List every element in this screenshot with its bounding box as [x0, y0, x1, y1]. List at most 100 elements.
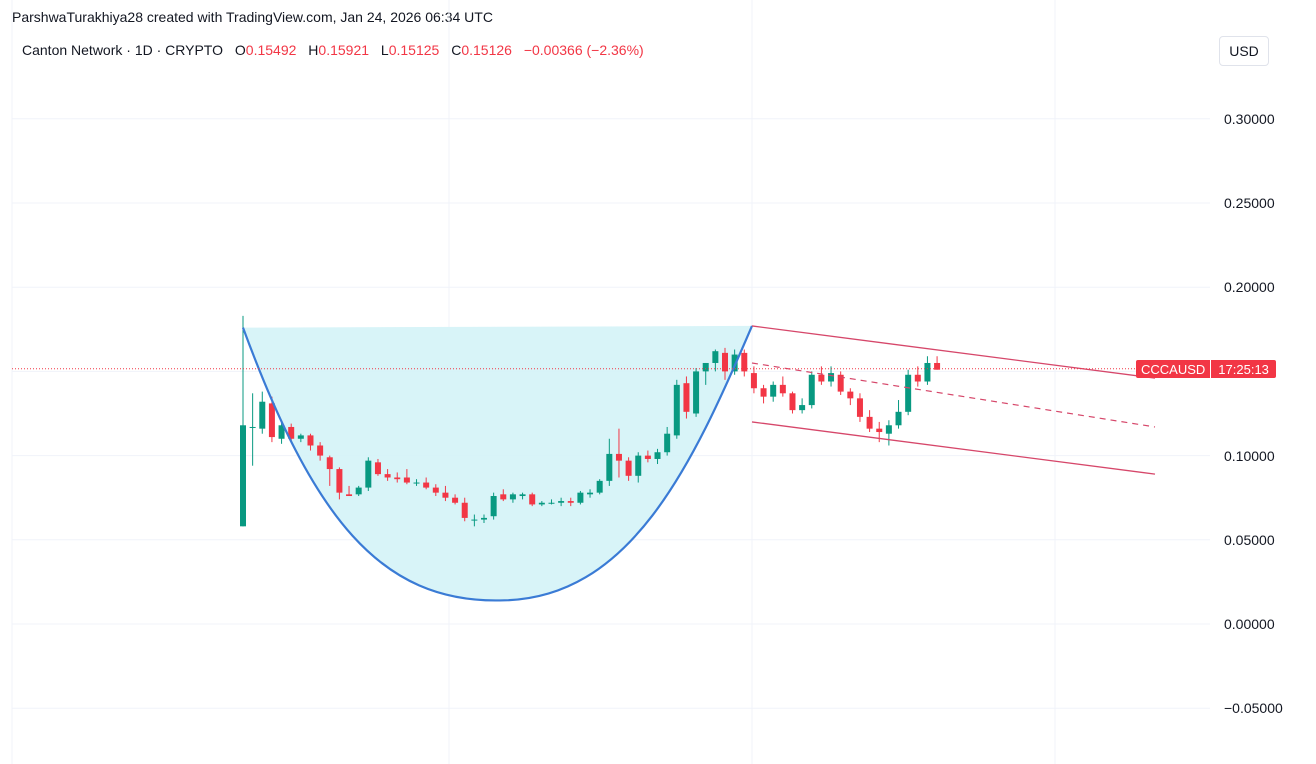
candle — [885, 425, 892, 434]
candle — [432, 487, 439, 493]
candle — [481, 517, 487, 520]
candle — [905, 374, 912, 412]
candle — [828, 373, 835, 382]
candle — [779, 384, 786, 394]
symbol-label[interactable]: Canton Network · 1D · CRYPTO — [22, 42, 223, 58]
ohlc-legend: Canton Network · 1D · CRYPTO O0.15492 H 0… — [22, 42, 644, 58]
candle — [837, 374, 844, 392]
candle — [452, 497, 459, 503]
candle — [461, 502, 468, 518]
candle — [336, 469, 343, 493]
candle — [712, 351, 719, 363]
candle — [760, 388, 767, 397]
candle — [548, 502, 555, 504]
candle — [856, 398, 863, 417]
symbol-tag-name: CCCAUSD — [1136, 360, 1212, 378]
candle — [519, 494, 526, 497]
candle — [577, 492, 584, 503]
candle — [654, 452, 661, 459]
candle — [297, 435, 304, 439]
candle — [509, 494, 516, 500]
candle — [259, 401, 266, 429]
candle — [799, 405, 806, 411]
low-value: 0.15125 — [388, 42, 440, 58]
price-tick-label: −0.05000 — [1224, 700, 1283, 717]
candles — [240, 315, 941, 527]
candle — [587, 492, 594, 495]
candle — [413, 482, 420, 484]
candle — [693, 371, 700, 414]
bar-countdown: 17:25:13 — [1218, 361, 1269, 377]
candle — [866, 416, 873, 429]
price-tick-label: 0.10000 — [1224, 447, 1275, 464]
candle — [847, 391, 854, 399]
change-value: −0.00366 (−2.36%) — [523, 42, 644, 58]
candle — [635, 455, 642, 476]
cup-fill — [243, 325, 752, 601]
chart-attribution: ParshwaTurakhiya28 created with TradingV… — [12, 9, 493, 25]
candle — [240, 425, 246, 527]
candle — [808, 374, 815, 406]
candle — [500, 494, 507, 500]
candle — [895, 411, 902, 426]
descending-channel — [751, 325, 1156, 475]
candle — [423, 482, 430, 488]
candle — [249, 426, 256, 428]
candle — [625, 460, 632, 476]
candle — [741, 352, 748, 372]
candle — [702, 362, 709, 372]
candle — [914, 374, 921, 382]
candle — [268, 403, 275, 438]
currency-button[interactable]: USD — [1219, 36, 1269, 66]
candle — [596, 480, 603, 493]
close-label: C — [451, 42, 462, 58]
candle — [750, 373, 757, 389]
low-label: L — [380, 42, 389, 58]
candle — [876, 428, 883, 433]
candle — [683, 383, 690, 412]
candle — [644, 455, 651, 459]
high-label: H — [308, 42, 319, 58]
candle — [346, 494, 353, 497]
candle — [394, 477, 401, 480]
candle — [355, 487, 362, 495]
price-tick-label: 0.05000 — [1224, 531, 1275, 548]
candle — [384, 474, 391, 478]
candle — [490, 496, 497, 517]
last-price-tag: CCCAUSD 17:25:13 — [1136, 360, 1276, 378]
candle — [818, 374, 825, 382]
price-tick-label: 0.00000 — [1224, 616, 1275, 632]
cup-line — [241, 325, 754, 602]
candle — [442, 492, 449, 498]
candle — [934, 362, 941, 370]
candle — [307, 435, 314, 446]
candle — [317, 445, 324, 456]
close-value: 0.15126 — [461, 42, 512, 58]
candle — [664, 433, 671, 453]
channel-lower-line — [751, 421, 1156, 475]
candle — [722, 352, 728, 372]
open-label: O — [234, 42, 246, 58]
price-tick-label: 0.25000 — [1224, 195, 1275, 211]
candle — [731, 354, 738, 372]
candle — [770, 384, 777, 397]
channel-midline — [751, 362, 1156, 428]
candle — [538, 502, 545, 505]
price-tick-label: 0.30000 — [1224, 110, 1275, 127]
candle — [567, 501, 574, 503]
candle — [615, 453, 622, 461]
candle — [529, 494, 536, 505]
candle — [365, 460, 372, 488]
grid-lines — [11, 0, 1210, 764]
candle — [789, 393, 796, 411]
candle — [326, 457, 333, 470]
candle — [288, 426, 295, 439]
candle — [374, 462, 381, 475]
price-tick-label: 0.20000 — [1224, 279, 1275, 296]
candle — [606, 453, 613, 481]
candle — [673, 384, 680, 436]
candle — [924, 362, 931, 382]
open-value: 0.15492 — [245, 42, 297, 58]
candle — [471, 519, 478, 521]
